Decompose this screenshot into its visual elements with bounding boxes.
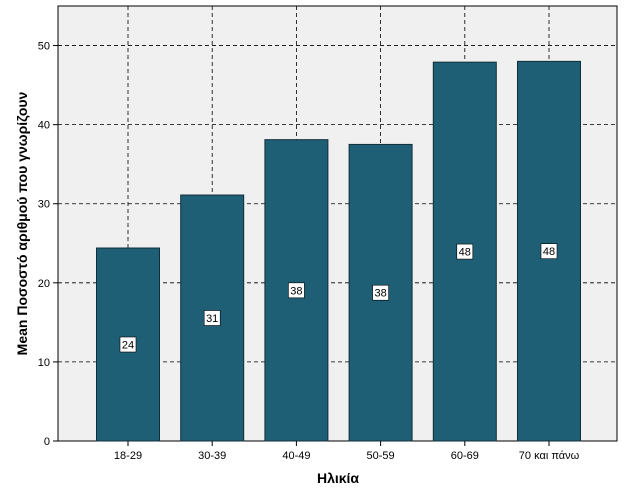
data-label: 31 bbox=[206, 313, 218, 325]
data-label-box bbox=[119, 336, 137, 353]
x-axis-title: Ηλικία bbox=[317, 470, 359, 486]
data-label-box bbox=[203, 310, 221, 326]
data-label: 24 bbox=[122, 340, 134, 352]
data-label: 48 bbox=[459, 247, 471, 259]
data-labels: 24 31 38 38 48 48 bbox=[119, 243, 558, 353]
y-axis-ticks: 0 10 20 30 40 50 bbox=[38, 41, 58, 448]
y-tick-label: 30 bbox=[38, 199, 50, 211]
y-tick-label: 10 bbox=[38, 357, 50, 369]
x-tick-label: 30-39 bbox=[198, 450, 226, 462]
y-tick-label: 0 bbox=[44, 436, 50, 448]
data-label-box bbox=[456, 243, 474, 260]
x-axis-ticks: 18-29 30-39 40-49 50-59 60-69 70 και πάνω bbox=[114, 441, 580, 462]
y-tick-label: 20 bbox=[38, 278, 50, 290]
x-tick-label: 40-49 bbox=[282, 450, 310, 462]
x-tick-label: 50-59 bbox=[367, 450, 395, 462]
y-tick-label: 40 bbox=[38, 120, 50, 132]
x-tick-label: 60-69 bbox=[451, 450, 479, 462]
data-label: 38 bbox=[374, 288, 386, 300]
y-tick-label: 50 bbox=[38, 41, 50, 53]
data-label-box bbox=[288, 282, 305, 299]
x-tick-label: 18-29 bbox=[114, 450, 142, 462]
data-label-box bbox=[540, 243, 558, 259]
data-label: 48 bbox=[543, 246, 555, 258]
y-axis-title: Mean Ποσοστό αριθμού που γνωρίζουν bbox=[14, 91, 30, 355]
data-label-box bbox=[372, 284, 389, 301]
x-tick-label: 70 και πάνω bbox=[519, 450, 580, 462]
data-label: 38 bbox=[290, 285, 302, 297]
